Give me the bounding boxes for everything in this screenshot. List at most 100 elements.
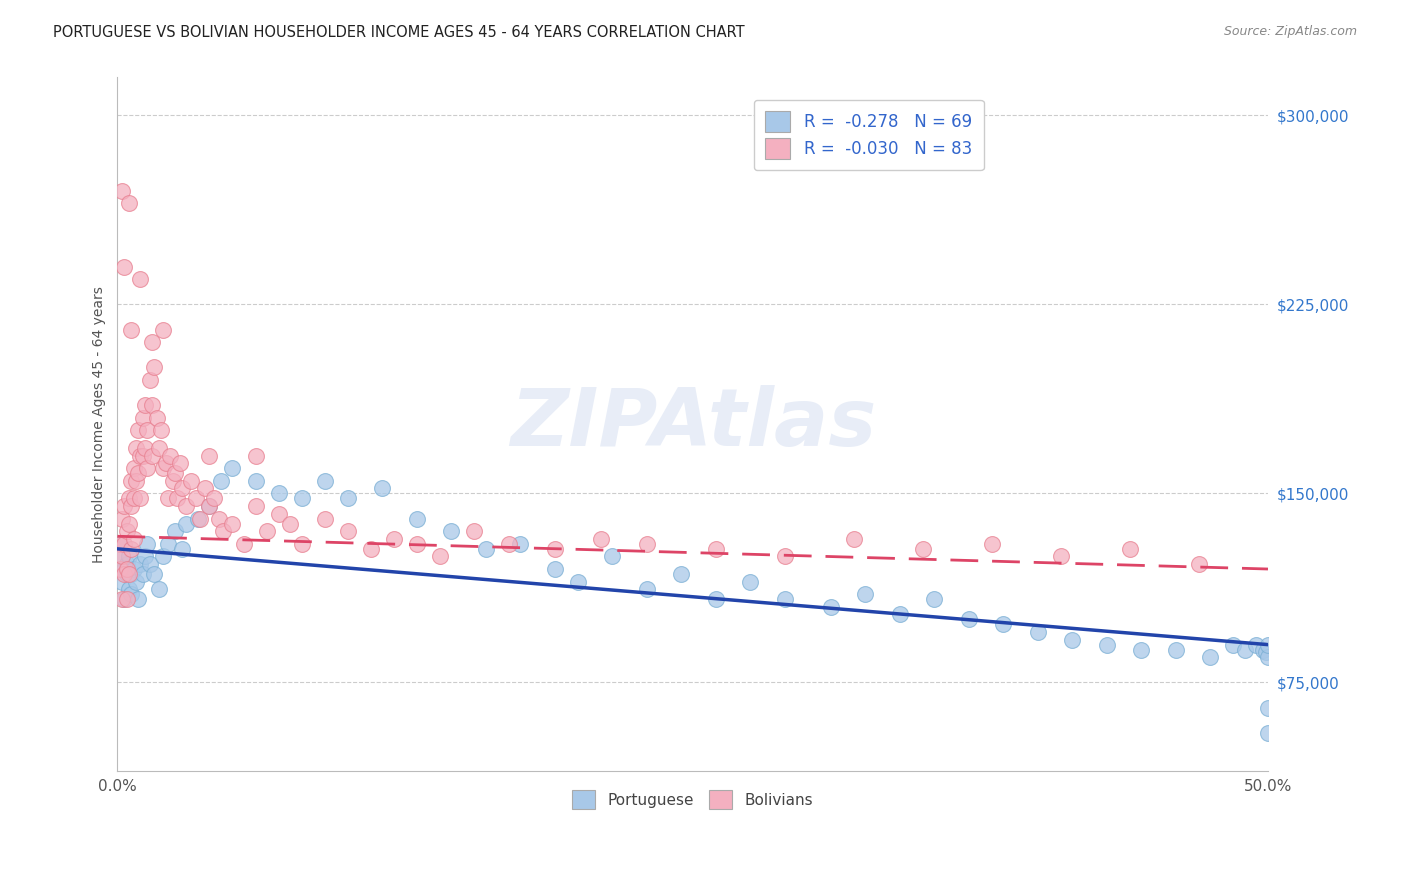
Point bbox=[1257, 650, 1279, 665]
Point bbox=[889, 607, 911, 622]
Point bbox=[120, 499, 142, 513]
Point bbox=[111, 574, 134, 589]
Point bbox=[188, 511, 211, 525]
Point bbox=[115, 567, 138, 582]
Point bbox=[141, 398, 163, 412]
Point bbox=[148, 582, 170, 597]
Point bbox=[152, 549, 174, 564]
Point bbox=[405, 511, 427, 525]
Point bbox=[980, 537, 1002, 551]
Point bbox=[163, 467, 186, 481]
Point bbox=[589, 532, 612, 546]
Point bbox=[125, 441, 148, 455]
Point bbox=[853, 587, 876, 601]
Point bbox=[221, 516, 243, 531]
Point bbox=[371, 481, 394, 495]
Point bbox=[112, 537, 135, 551]
Point bbox=[187, 511, 209, 525]
Point bbox=[111, 592, 134, 607]
Point bbox=[278, 516, 301, 531]
Point bbox=[152, 461, 174, 475]
Point bbox=[129, 449, 152, 463]
Point bbox=[108, 562, 131, 576]
Point bbox=[122, 461, 145, 475]
Point bbox=[134, 549, 156, 564]
Point bbox=[125, 574, 148, 589]
Point bbox=[150, 423, 173, 437]
Point bbox=[1026, 625, 1049, 640]
Point bbox=[1257, 726, 1279, 740]
Point bbox=[1050, 549, 1073, 564]
Point bbox=[127, 423, 149, 437]
Point bbox=[256, 524, 278, 539]
Point bbox=[290, 491, 312, 506]
Point bbox=[194, 481, 217, 495]
Text: PORTUGUESE VS BOLIVIAN HOUSEHOLDER INCOME AGES 45 - 64 YEARS CORRELATION CHART: PORTUGUESE VS BOLIVIAN HOUSEHOLDER INCOM… bbox=[53, 25, 745, 40]
Point bbox=[543, 562, 565, 576]
Point bbox=[122, 562, 145, 576]
Point bbox=[1222, 638, 1244, 652]
Point bbox=[163, 524, 186, 539]
Point bbox=[159, 449, 181, 463]
Point bbox=[1257, 700, 1279, 714]
Point bbox=[957, 612, 980, 626]
Point bbox=[773, 592, 796, 607]
Point bbox=[132, 410, 155, 425]
Point bbox=[405, 537, 427, 551]
Point bbox=[740, 574, 762, 589]
Point bbox=[221, 461, 243, 475]
Point bbox=[198, 449, 221, 463]
Point bbox=[111, 511, 134, 525]
Point bbox=[122, 532, 145, 546]
Point bbox=[162, 474, 184, 488]
Point bbox=[143, 360, 166, 375]
Point bbox=[208, 511, 231, 525]
Point bbox=[543, 541, 565, 556]
Text: Source: ZipAtlas.com: Source: ZipAtlas.com bbox=[1223, 25, 1357, 38]
Point bbox=[108, 537, 131, 551]
Point bbox=[170, 541, 193, 556]
Point bbox=[132, 449, 155, 463]
Point bbox=[125, 474, 148, 488]
Point bbox=[382, 532, 405, 546]
Point bbox=[180, 474, 202, 488]
Point bbox=[704, 541, 727, 556]
Point bbox=[463, 524, 485, 539]
Point bbox=[134, 441, 156, 455]
Point bbox=[1062, 632, 1084, 647]
Point bbox=[1233, 642, 1256, 657]
Point bbox=[108, 537, 131, 551]
Point bbox=[202, 491, 225, 506]
Point bbox=[155, 456, 177, 470]
Point bbox=[314, 474, 336, 488]
Point bbox=[115, 557, 138, 571]
Point bbox=[184, 491, 207, 506]
Point bbox=[314, 511, 336, 525]
Y-axis label: Householder Income Ages 45 - 64 years: Householder Income Ages 45 - 64 years bbox=[93, 285, 107, 563]
Point bbox=[440, 524, 463, 539]
Point bbox=[136, 537, 159, 551]
Point bbox=[198, 499, 221, 513]
Point bbox=[115, 562, 138, 576]
Point bbox=[127, 592, 149, 607]
Point bbox=[141, 449, 163, 463]
Point bbox=[567, 574, 589, 589]
Point bbox=[1188, 557, 1211, 571]
Point bbox=[118, 567, 141, 582]
Point bbox=[1119, 541, 1142, 556]
Point bbox=[145, 410, 167, 425]
Point bbox=[118, 582, 141, 597]
Point bbox=[127, 467, 149, 481]
Point bbox=[245, 499, 267, 513]
Point bbox=[170, 481, 193, 495]
Point bbox=[129, 491, 152, 506]
Point bbox=[636, 537, 658, 551]
Point bbox=[138, 373, 160, 387]
Point bbox=[134, 398, 156, 412]
Point bbox=[498, 537, 520, 551]
Text: ZIPAtlas: ZIPAtlas bbox=[509, 385, 876, 463]
Point bbox=[1254, 645, 1277, 659]
Point bbox=[157, 537, 180, 551]
Point bbox=[842, 532, 865, 546]
Point bbox=[152, 322, 174, 336]
